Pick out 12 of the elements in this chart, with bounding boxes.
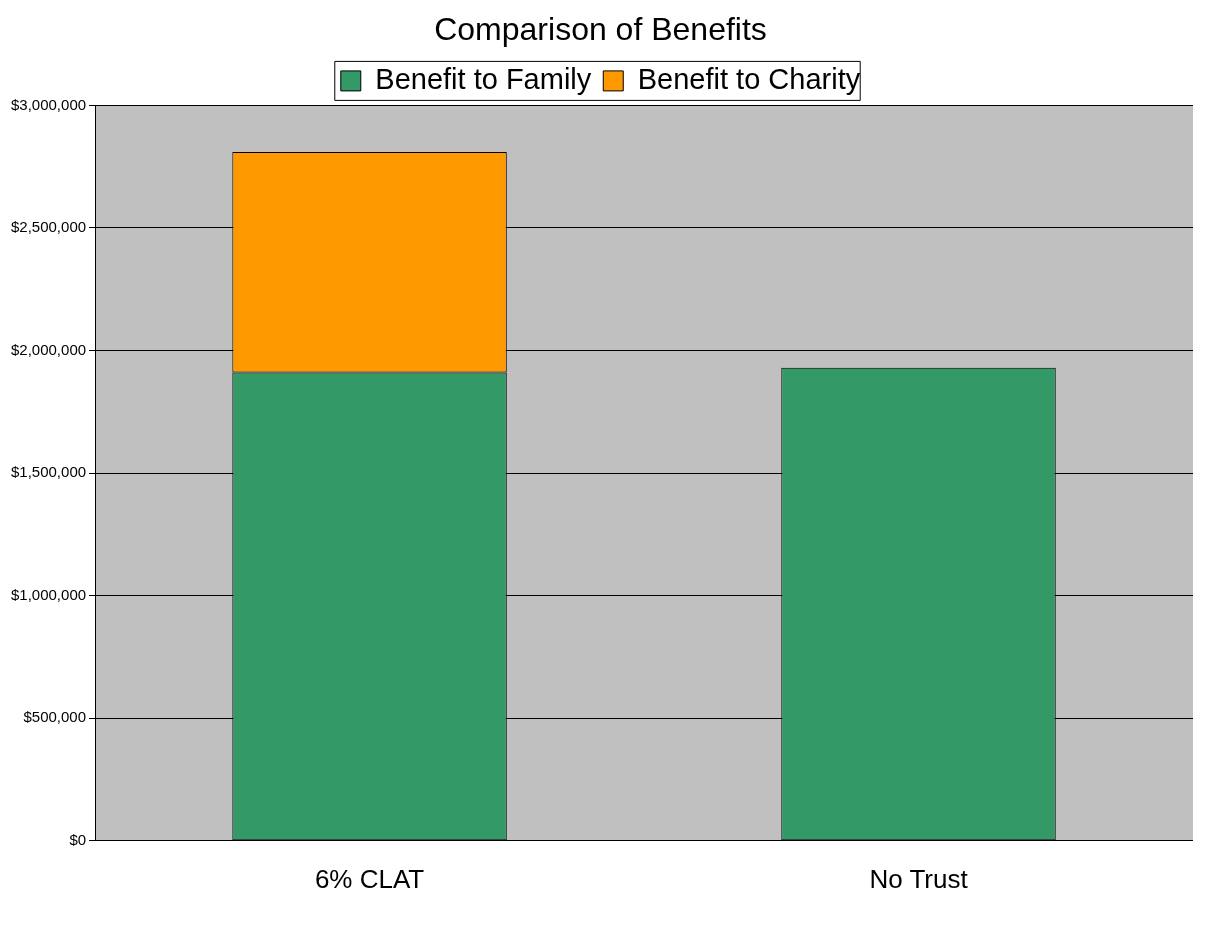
y-tick-label: $1,000,000 — [11, 585, 87, 603]
chart-title: Comparison of Benefits — [434, 11, 767, 48]
y-tick-label: $500,000 — [23, 708, 87, 726]
legend-label: Benefit to Charity — [637, 62, 861, 95]
x-tick-label: No Trust — [869, 863, 969, 894]
y-tick-label: $1,500,000 — [11, 463, 87, 481]
y-tick-label: $0 — [69, 830, 87, 848]
y-tick-label: $2,000,000 — [11, 340, 87, 358]
y-tick-label: $3,000,000 — [11, 95, 87, 113]
legend-label: Benefit to Family — [375, 62, 592, 95]
x-tick-label: 6% CLAT — [314, 863, 425, 894]
y-tick-label: $2,500,000 — [11, 218, 87, 236]
